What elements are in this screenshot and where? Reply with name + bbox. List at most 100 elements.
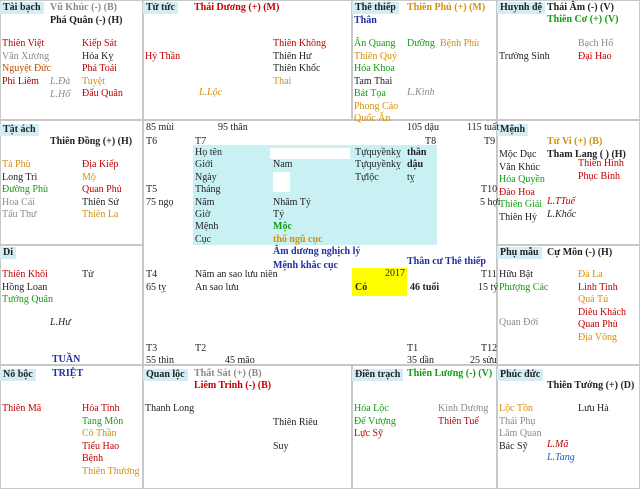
star: Tiểu Hao <box>82 440 120 452</box>
corner-label: T4 <box>146 269 158 280</box>
star: Thiên Thương <box>82 465 140 477</box>
star: Địa Kiếp <box>82 159 119 170</box>
star: Đà La <box>578 269 603 280</box>
star: Thiên Việt <box>2 38 45 49</box>
star: Mộc Dục <box>499 149 537 160</box>
info-label: Mệnh <box>195 221 219 233</box>
center-panel <box>143 120 497 365</box>
star: Đại Hao <box>578 50 612 62</box>
star: L.Hư <box>50 317 71 328</box>
star: Hữu Bật <box>499 269 534 280</box>
corner-label: T2 <box>195 343 207 354</box>
palace-name: Thê thiếp <box>352 2 399 14</box>
info-panel <box>193 145 437 245</box>
note: 2017 <box>385 268 405 279</box>
info-label: Tựlộc <box>355 171 379 183</box>
star: Quốc Ấn <box>354 113 391 124</box>
star: Thiên Hư <box>273 50 312 62</box>
star: L.Hổ <box>50 88 71 100</box>
palace-cell <box>0 245 143 365</box>
info-label: Tựquyềnkỵ <box>355 147 401 158</box>
star: Thái Phụ <box>499 415 536 427</box>
star: Lực Sỹ <box>354 428 384 439</box>
main-star: Thiên Tướng (+) (D) <box>547 380 635 391</box>
star: Thiên Sứ <box>82 196 119 208</box>
info-value: tỵ <box>407 171 415 183</box>
star: Tam Thai <box>354 75 393 87</box>
corner-label: T7 <box>195 136 207 147</box>
main-star: Thái Dương (+) (M) <box>194 2 280 13</box>
star: Hóa Lộc <box>354 403 389 414</box>
star: Văn Xương <box>2 50 50 62</box>
corner-label: T5 <box>146 184 158 195</box>
palace-name: Tử tức <box>143 2 178 14</box>
corner-label: T11 <box>481 269 497 280</box>
corner-label: 45 mão <box>225 355 255 366</box>
info-label: Ngày <box>195 171 217 183</box>
star: Quan Đới <box>499 317 539 328</box>
star: L.Khốc <box>547 208 577 220</box>
star: Đẩu Quân <box>82 88 123 99</box>
corner-label: T10 <box>481 184 498 195</box>
star: Trường Sinh <box>499 51 550 62</box>
star: Phi Liêm <box>2 75 39 87</box>
info-label: Họ tên <box>195 147 222 158</box>
star: Bệnh <box>82 453 104 464</box>
year-box <box>352 268 407 296</box>
info-label: Tháng <box>195 184 221 196</box>
corner-label: 25 sửu <box>470 355 497 366</box>
info-value: thổ ngũ cục <box>273 233 323 245</box>
star: L.Kình <box>407 87 435 98</box>
star: Hóa Khoa <box>354 63 395 74</box>
star: Cô Thần <box>82 428 117 439</box>
star: Thiên Tuế <box>438 415 479 427</box>
star: L.Tang <box>547 451 575 463</box>
star: Thiên Mã <box>2 403 42 414</box>
palace-name: Quan lộc <box>143 369 188 381</box>
star: Linh Tinh <box>578 281 618 293</box>
star: Đường Phù <box>2 184 48 195</box>
star: Hỷ Thần <box>145 51 181 62</box>
star: Quả Tú <box>578 294 609 305</box>
star: L.Đà <box>50 76 71 87</box>
info-label: Cục <box>195 233 212 245</box>
blank-field <box>270 148 350 159</box>
blank-field <box>273 172 290 192</box>
info-value: Tý <box>273 209 285 220</box>
star: Tử <box>82 269 94 280</box>
note: Thân cư Thê thiếp <box>407 256 486 267</box>
corner-label: T12 <box>481 343 498 354</box>
corner-label: 105 dậu <box>407 122 439 133</box>
palace-cell <box>352 0 497 120</box>
note: Năm an sao lưu niên <box>195 269 278 280</box>
star: Ân Quang <box>354 38 396 49</box>
star: Thiên Giải <box>499 199 543 210</box>
corner-label: 95 thân <box>218 122 248 133</box>
star: L.Lộc <box>199 87 223 98</box>
main-star: Thái Âm (-) (V) <box>547 2 614 13</box>
main-star: Tử Vi (+) (B) <box>547 136 603 147</box>
corner-label: 65 tỵ <box>146 282 167 293</box>
star: Hóa Quyền <box>499 174 545 185</box>
main-star: Tham Lang ( ) (H) <box>547 149 626 160</box>
star: Thiên Không <box>273 38 327 49</box>
palace-name: Tài bạch <box>0 2 44 14</box>
corner-label: 35 dần <box>407 355 434 366</box>
main-star: Thiên Lương (-) (V) <box>407 368 493 379</box>
info-value: dậu <box>407 159 424 171</box>
star: Thiên Hình <box>578 158 624 169</box>
star: Tuyệt <box>82 75 105 87</box>
corner-label: 15 tý <box>478 282 499 293</box>
corner-label: 115 tuất <box>467 122 500 133</box>
star: Bệnh Phù <box>440 38 480 49</box>
palace-name: Di <box>0 247 16 259</box>
star: Mộ <box>82 171 96 183</box>
star: Thiên La <box>82 209 119 220</box>
info-label: Năm <box>195 196 215 208</box>
main-star: Thân <box>354 15 377 26</box>
star: Hoa Cái <box>2 196 36 208</box>
main-star: TUẦN <box>52 354 81 365</box>
star: Kiếp Sát <box>82 38 117 49</box>
main-star: Thiên Cơ (+) (V) <box>547 14 619 25</box>
